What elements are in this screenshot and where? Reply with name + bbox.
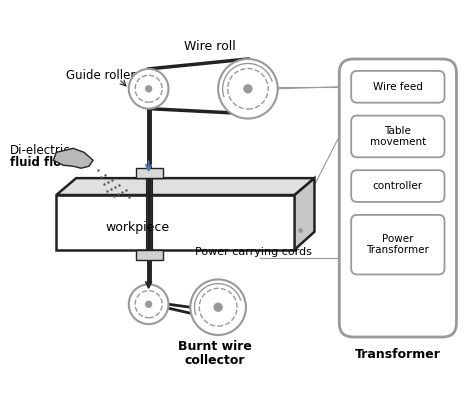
FancyBboxPatch shape (351, 215, 445, 274)
Circle shape (218, 59, 278, 118)
Polygon shape (136, 168, 163, 178)
FancyBboxPatch shape (351, 116, 445, 157)
Circle shape (146, 301, 152, 307)
Polygon shape (295, 178, 314, 249)
Circle shape (129, 284, 168, 324)
Polygon shape (136, 249, 163, 259)
Text: Table
movement: Table movement (370, 126, 426, 147)
FancyBboxPatch shape (339, 59, 456, 337)
Circle shape (214, 303, 222, 311)
Text: Wire feed: Wire feed (373, 82, 423, 92)
Circle shape (146, 86, 152, 92)
FancyBboxPatch shape (351, 71, 445, 103)
Bar (56, 195, 295, 249)
Text: Wire roll: Wire roll (184, 40, 236, 53)
Text: Burnt wire: Burnt wire (178, 341, 252, 354)
Text: fluid flow: fluid flow (9, 156, 72, 169)
Circle shape (244, 85, 252, 93)
Text: Guide rollers: Guide rollers (66, 69, 142, 82)
Text: Di-electric: Di-electric (9, 144, 70, 157)
Text: controller: controller (373, 181, 423, 191)
Polygon shape (53, 148, 93, 168)
Text: Transformer: Transformer (355, 348, 441, 362)
FancyBboxPatch shape (351, 170, 445, 202)
Circle shape (191, 280, 246, 335)
Text: Power carrying cords: Power carrying cords (195, 247, 312, 257)
Text: workpiece: workpiece (106, 221, 170, 234)
Polygon shape (56, 178, 314, 195)
Text: collector: collector (185, 354, 246, 367)
Text: Power
Transformer: Power Transformer (366, 234, 429, 255)
Circle shape (129, 69, 168, 109)
